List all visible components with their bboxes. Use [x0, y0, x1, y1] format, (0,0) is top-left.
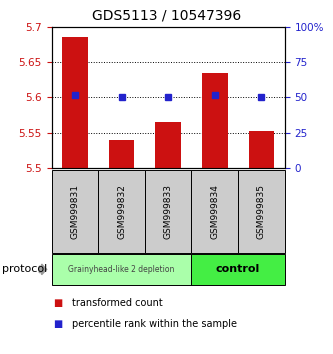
Text: ■: ■: [53, 319, 63, 329]
Text: percentile rank within the sample: percentile rank within the sample: [72, 319, 236, 329]
Text: ■: ■: [53, 298, 63, 308]
Text: Grainyhead-like 2 depletion: Grainyhead-like 2 depletion: [68, 265, 175, 274]
Text: control: control: [216, 264, 260, 274]
Bar: [248, 131, 274, 168]
Text: GDS5113 / 10547396: GDS5113 / 10547396: [92, 9, 241, 23]
Text: GSM999835: GSM999835: [257, 184, 266, 239]
Text: transformed count: transformed count: [72, 298, 163, 308]
Bar: [202, 73, 228, 168]
Bar: [155, 122, 181, 168]
Text: protocol: protocol: [2, 264, 47, 274]
Bar: [62, 37, 88, 168]
Bar: [109, 140, 134, 168]
Text: GSM999833: GSM999833: [164, 184, 173, 239]
Text: GSM999832: GSM999832: [117, 184, 126, 239]
Text: GSM999834: GSM999834: [210, 184, 219, 239]
Text: GSM999831: GSM999831: [70, 184, 80, 239]
